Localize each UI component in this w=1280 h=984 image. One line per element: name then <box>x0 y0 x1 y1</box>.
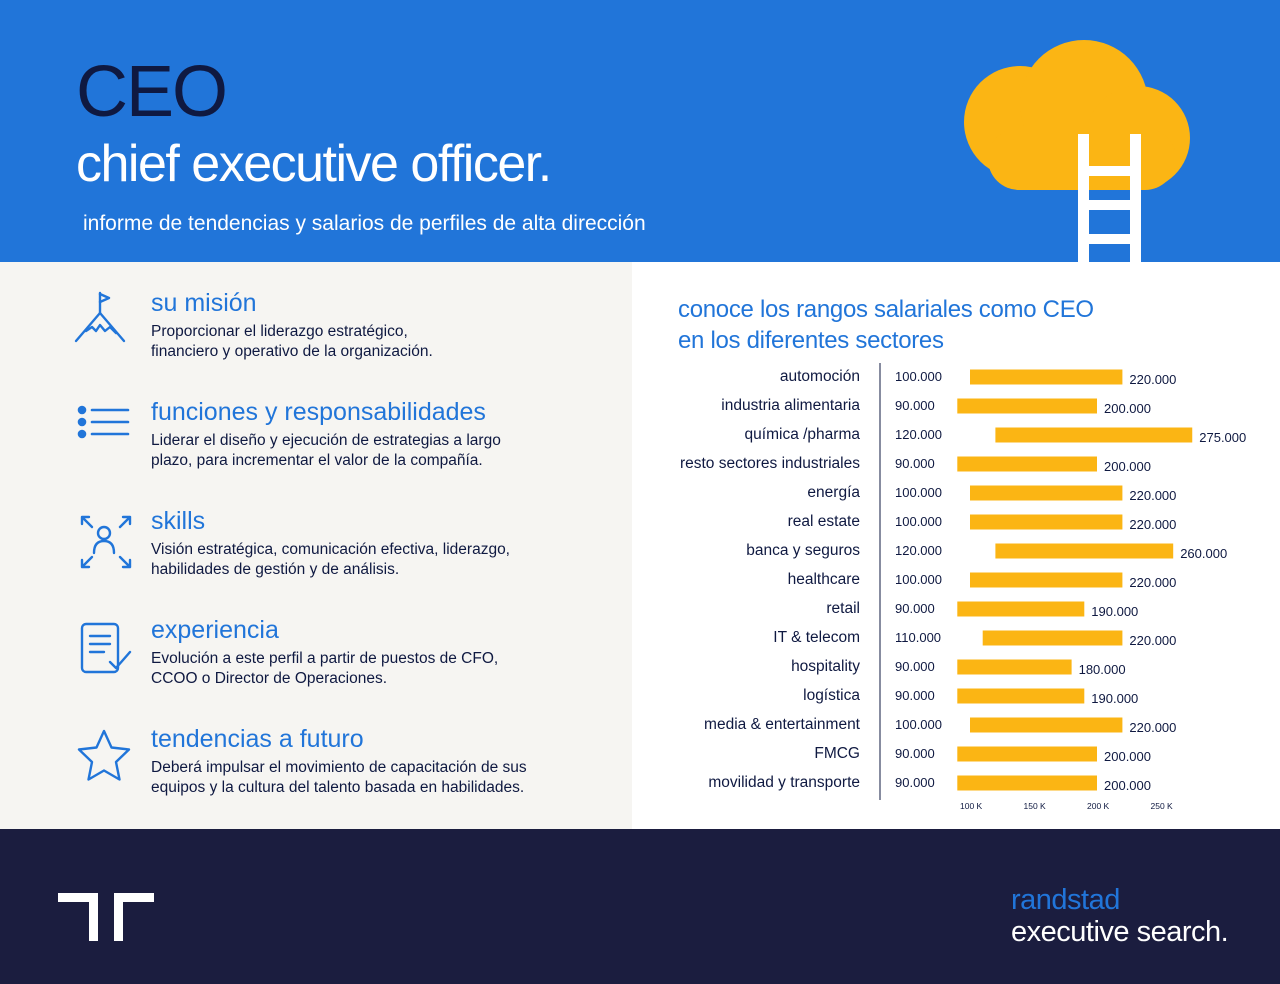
min-value-label: 120.000 <box>895 543 942 558</box>
max-value-label: 200.000 <box>1104 749 1151 764</box>
section-heading: funciones y responsabilidades <box>151 398 486 426</box>
randstad-logo-icon <box>58 893 154 941</box>
page-title: CEO <box>76 52 228 132</box>
salary-range-chart: automoción 100.000 220.000 industria alimen… <box>680 363 1246 811</box>
section-body: Proporcionar el liderazgo estratégico, f… <box>151 323 433 360</box>
min-value-label: 90.000 <box>895 688 935 703</box>
category-label: energía <box>807 484 860 501</box>
page-subtitle: chief executive officer. <box>76 135 552 193</box>
min-value-label: 90.000 <box>895 601 935 616</box>
max-value-label: 220.000 <box>1129 633 1176 648</box>
max-value-label: 220.000 <box>1129 488 1176 503</box>
min-value-label: 100.000 <box>895 717 942 732</box>
min-value-label: 90.000 <box>895 456 935 471</box>
category-label: media & entertainment <box>704 716 861 733</box>
category-label: banca y seguros <box>746 542 860 559</box>
category-label: logística <box>803 687 860 704</box>
category-label: healthcare <box>788 571 860 588</box>
max-value-label: 275.000 <box>1199 430 1246 445</box>
category-label: industria alimentaria <box>721 397 860 414</box>
cloud-ladder-icon <box>964 40 1190 262</box>
max-value-label: 200.000 <box>1104 401 1151 416</box>
salary-range-bar <box>957 659 1072 675</box>
brand-name: randstad <box>1011 884 1120 916</box>
max-value-label: 220.000 <box>1129 575 1176 590</box>
salary-range-bar <box>970 485 1123 501</box>
x-tick-label: 250 K <box>1151 801 1174 811</box>
salary-range-bar <box>995 543 1174 559</box>
section-heading: su misión <box>151 289 257 317</box>
salary-range-bar <box>970 514 1123 530</box>
section-heading: skills <box>151 507 206 535</box>
salary-range-bar <box>970 717 1123 733</box>
category-label: real estate <box>788 513 860 530</box>
section-body: Liderar el diseño y ejecución de estrate… <box>151 432 501 469</box>
section-heading: tendencias a futuro <box>151 725 364 753</box>
category-label: retail <box>826 600 860 617</box>
category-label: automoción <box>780 368 860 385</box>
page-description: informe de tendencias y salarios de perf… <box>83 212 646 235</box>
brand-tagline: executive search. <box>1011 916 1229 948</box>
salary-range-bar <box>957 775 1097 791</box>
max-value-label: 220.000 <box>1129 720 1176 735</box>
min-value-label: 100.000 <box>895 514 942 529</box>
min-value-label: 110.000 <box>895 630 941 645</box>
chart-title: conoce los rangos salariales como CEO en… <box>678 296 1094 354</box>
salary-range-bar <box>970 369 1123 385</box>
document-check-icon <box>80 622 132 674</box>
min-value-label: 90.000 <box>895 398 935 413</box>
salary-range-bar <box>957 601 1085 617</box>
footer <box>0 829 1280 984</box>
min-value-label: 90.000 <box>895 775 935 790</box>
star-icon <box>77 729 131 781</box>
max-value-label: 190.000 <box>1091 604 1138 619</box>
section-body: Evolución a este perfil a partir de pues… <box>151 650 499 687</box>
section-heading: experiencia <box>151 616 279 644</box>
category-label: hospitality <box>791 658 860 675</box>
category-label: IT & telecom <box>773 629 860 646</box>
max-value-label: 190.000 <box>1091 691 1138 706</box>
x-tick-label: 150 K <box>1024 801 1047 811</box>
list-icon <box>77 405 130 439</box>
salary-range-bar <box>957 746 1097 762</box>
max-value-label: 200.000 <box>1104 778 1151 793</box>
section-body: Deberá impulsar el movimiento de capacit… <box>151 759 527 796</box>
section-body: Visión estratégica, comunicación efectiv… <box>151 541 510 578</box>
max-value-label: 180.000 <box>1079 662 1126 677</box>
salary-range-bar <box>995 427 1193 443</box>
salary-range-bar <box>957 456 1097 472</box>
min-value-label: 100.000 <box>895 485 942 500</box>
category-label: resto sectores industriales <box>680 455 860 472</box>
category-label: movilidad y transporte <box>708 774 860 791</box>
category-label: química /pharma <box>745 426 861 443</box>
mountain-flag-icon <box>74 291 126 343</box>
category-label: FMCG <box>814 745 860 762</box>
x-tick-label: 100 K <box>960 801 983 811</box>
min-value-label: 100.000 <box>895 369 942 384</box>
min-value-label: 90.000 <box>895 659 935 674</box>
min-value-label: 90.000 <box>895 746 935 761</box>
salary-range-bar <box>957 398 1097 414</box>
max-value-label: 220.000 <box>1129 372 1176 387</box>
x-tick-label: 200 K <box>1087 801 1110 811</box>
max-value-label: 200.000 <box>1104 459 1151 474</box>
max-value-label: 220.000 <box>1129 517 1176 532</box>
min-value-label: 120.000 <box>895 427 942 442</box>
header-banner: CEO chief executive officer. informe de … <box>0 0 1280 262</box>
max-value-label: 260.000 <box>1180 546 1227 561</box>
salary-range-bar <box>970 572 1123 588</box>
person-expand-icon <box>80 515 132 569</box>
salary-range-bar <box>982 630 1123 646</box>
salary-range-bar <box>957 688 1085 704</box>
min-value-label: 100.000 <box>895 572 942 587</box>
